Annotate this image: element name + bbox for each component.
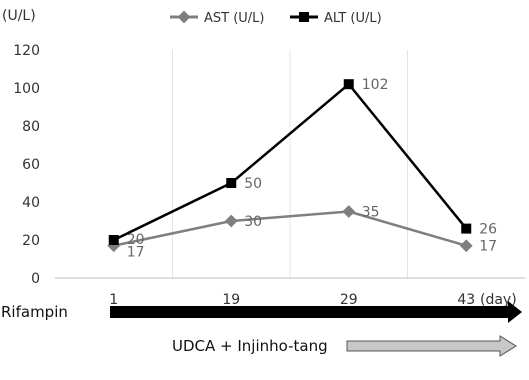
legend-alt-marker <box>299 12 309 22</box>
data-point-ast <box>224 214 238 228</box>
series-line-ast <box>113 210 467 247</box>
x-axis-unit: (day) <box>480 292 517 308</box>
data-label-ast: 35 <box>362 205 380 221</box>
data-label-alt: 26 <box>479 222 497 238</box>
legend: AST (U/L) ALT (U/L) <box>170 10 382 26</box>
x-tick-label: 43 <box>457 292 475 308</box>
data-label-alt: 102 <box>362 77 389 93</box>
gridlines <box>172 50 408 278</box>
y-tick-label: 20 <box>22 233 40 249</box>
y-tick-label: 60 <box>22 157 40 173</box>
y-tick-label: 0 <box>31 271 40 287</box>
legend-ast-marker <box>177 10 191 24</box>
data-label-alt: 20 <box>127 232 145 248</box>
data-label-ast: 30 <box>244 214 262 230</box>
data-point-ast <box>342 205 356 218</box>
x-tick-label: 19 <box>222 292 240 308</box>
legend-ast-label: AST (U/L) <box>204 11 265 26</box>
data-point-alt <box>343 79 354 90</box>
data-point-ast <box>459 239 473 253</box>
y-tick-label: 100 <box>13 81 40 97</box>
y-tick-label: 40 <box>22 195 40 211</box>
data-point-alt <box>108 235 119 245</box>
y-tick-labels: 0 20 40 60 80 100 120 <box>13 43 40 287</box>
data-point-alt <box>226 178 237 188</box>
x-tick-label: 1 <box>109 292 118 308</box>
data-point-alt <box>461 223 472 234</box>
data-label-ast: 17 <box>479 239 497 255</box>
series-line-alt <box>113 82 468 242</box>
treatment-udca-label: UDCA + Injinho-tang <box>172 337 328 355</box>
treatment-rifampin-arrow <box>110 301 522 323</box>
y-tick-label: 120 <box>13 43 40 59</box>
legend-alt-label: ALT (U/L) <box>324 11 382 26</box>
data-label-ast: 17 <box>127 245 145 261</box>
x-tick-label: 29 <box>340 292 358 308</box>
y-axis-unit: (U/L) <box>2 8 36 24</box>
data-label-alt: 50 <box>244 176 262 192</box>
x-tick-labels: 1 19 29 43 <box>109 292 475 308</box>
treatment-udca: UDCA + Injinho-tang <box>172 335 517 357</box>
treatment-udca-arrow <box>346 335 517 357</box>
treatment-rifampin: Rifampin <box>1 301 522 323</box>
treatment-rifampin-label: Rifampin <box>1 303 68 321</box>
y-tick-label: 80 <box>22 119 40 135</box>
